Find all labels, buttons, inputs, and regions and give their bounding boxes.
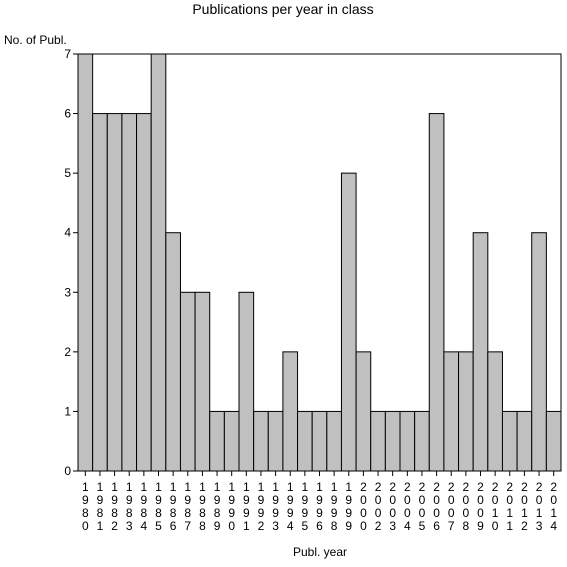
y-axis-label: No. of Publ. [4,33,67,47]
bar-1996 [311,410,328,472]
bar-2006 [428,113,445,472]
y-ticks-group: 0 1 2 3 4 5 6 7 [64,47,78,478]
bar-2005 [414,410,430,472]
bar-1985 [150,53,167,472]
bar-1991 [238,291,255,472]
bar-1987 [179,291,196,472]
y-tick-label-7: 7 [64,47,71,61]
x-ticks-group: 1 9 8 0 1 9 8 1 1 9 8 2 1 9 8 3 1 9 8 4 1 9 8 5 1 9 8 6 1 9 8 7 1 9 8 8 1 9 8 9… [82,471,557,533]
bar-2008 [458,351,474,472]
bar-1998 [326,410,342,472]
bar-2010 [487,351,503,472]
bar-2012 [516,410,533,472]
plot-frame [77,53,562,472]
y-tick-label-4: 4 [64,226,71,240]
bar-1993 [267,410,284,472]
bar-2009 [472,232,489,472]
bar-2002 [370,410,386,472]
y-tick-label-1: 1 [64,404,71,418]
y-tick-label-0: 0 [64,464,71,478]
bar-1995 [297,410,313,472]
bar-1981 [92,113,108,472]
bar-1982 [106,113,123,472]
bar-1994 [282,351,299,472]
y-tick-label-2: 2 [64,345,71,359]
bar-1999 [340,172,357,472]
bar-1988 [194,291,211,472]
bars-group [77,53,562,472]
bar-1980 [77,53,94,472]
y-tick-label-6: 6 [64,107,71,121]
bar-2011 [501,410,518,472]
bar-2003 [384,410,401,472]
bar-2004 [399,410,416,472]
chart-title: Publications per year in class [192,1,373,17]
bar-1992 [253,410,269,472]
y-tick-label-3: 3 [64,285,71,299]
y-tick-label-5: 5 [64,166,71,180]
bar-1984 [136,113,152,472]
bar-2007 [443,351,460,472]
x-axis-label: Publ. year [293,545,347,559]
bar-1989 [209,410,225,472]
bar-1986 [165,232,181,472]
bar-1983 [121,113,138,472]
bar-2013 [531,232,547,472]
bar-2000 [355,351,372,472]
bar-2014 [545,410,562,472]
bar-1990 [223,410,240,472]
